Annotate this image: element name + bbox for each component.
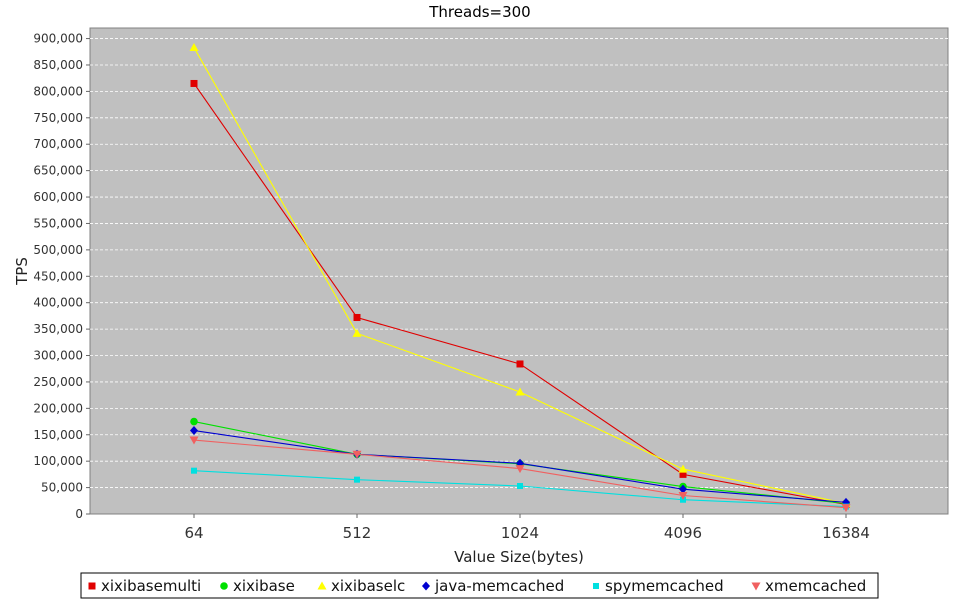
x-tick-label: 1024 bbox=[501, 524, 539, 542]
data-point bbox=[190, 79, 198, 87]
legend-label: java-memcached bbox=[434, 577, 564, 595]
y-tick-label: 500,000 bbox=[33, 243, 83, 257]
data-point bbox=[841, 504, 851, 513]
data-point bbox=[515, 465, 525, 474]
legend-marker bbox=[88, 582, 96, 590]
legend-label: xixibaselc bbox=[331, 577, 405, 595]
legend-item: xixibase bbox=[220, 577, 295, 595]
y-tick-label: 600,000 bbox=[33, 190, 83, 204]
y-tick-label: 400,000 bbox=[33, 296, 83, 310]
data-point bbox=[678, 492, 688, 501]
chart-title: Threads=300 bbox=[428, 3, 530, 21]
y-tick-label: 300,000 bbox=[33, 349, 83, 363]
x-tick-label: 16384 bbox=[822, 524, 870, 542]
y-tick-label: 100,000 bbox=[33, 454, 83, 468]
y-axis: 0 50,000 100,000 150,000 200,000 250,000 300,0… bbox=[33, 32, 90, 521]
data-point bbox=[516, 360, 524, 368]
y-tick-label: 750,000 bbox=[33, 111, 83, 125]
y-tick-label: 700,000 bbox=[33, 137, 83, 151]
series-layer bbox=[189, 43, 851, 513]
plot-area bbox=[89, 27, 949, 515]
legend-item: xixibasemulti bbox=[88, 577, 201, 595]
legend-marker bbox=[422, 581, 430, 591]
y-tick-label: 50,000 bbox=[41, 481, 83, 495]
x-axis-title: Value Size(bytes) bbox=[454, 548, 584, 566]
legend-item: xmemcached bbox=[751, 577, 866, 595]
y-axis-title: TPS bbox=[13, 257, 31, 286]
data-point bbox=[352, 328, 362, 337]
x-tick-label: 4096 bbox=[664, 524, 702, 542]
data-point bbox=[354, 476, 360, 483]
y-tick-label: 0 bbox=[75, 507, 83, 521]
data-point bbox=[190, 417, 198, 426]
legend-label: spymemcached bbox=[605, 577, 724, 595]
data-point bbox=[189, 43, 199, 52]
y-tick-label: 350,000 bbox=[33, 322, 83, 336]
legend-label: xixibasemulti bbox=[101, 577, 201, 595]
legend-item: xixibaselc bbox=[317, 577, 405, 595]
y-tick-label: 650,000 bbox=[33, 164, 83, 178]
data-point bbox=[679, 484, 687, 494]
x-axis: 64 512 1024 4096 16384 bbox=[184, 514, 870, 542]
y-tick-label: 850,000 bbox=[33, 58, 83, 72]
legend-item: java-memcached bbox=[422, 577, 564, 595]
legend-box bbox=[80, 572, 879, 599]
data-point bbox=[515, 387, 525, 396]
data-point bbox=[352, 450, 362, 459]
data-point bbox=[678, 464, 688, 473]
legend: xixibasemulti xixibase xixibaselc java-memc… bbox=[80, 572, 879, 599]
data-point bbox=[191, 467, 197, 474]
data-point bbox=[190, 426, 198, 436]
data-point bbox=[517, 483, 523, 490]
legend-item: spymemcached bbox=[593, 577, 724, 595]
x-tick-label: 64 bbox=[184, 524, 203, 542]
y-tick-label: 200,000 bbox=[33, 401, 83, 415]
y-tick-label: 450,000 bbox=[33, 269, 83, 283]
y-tick-label: 250,000 bbox=[33, 375, 83, 389]
legend-label: xmemcached bbox=[765, 577, 866, 595]
y-tick-label: 150,000 bbox=[33, 428, 83, 442]
y-tick-label: 900,000 bbox=[33, 32, 83, 46]
y-tick-label: 800,000 bbox=[33, 84, 83, 98]
data-point bbox=[353, 313, 361, 321]
data-point bbox=[189, 436, 199, 445]
legend-marker bbox=[220, 582, 228, 590]
x-tick-label: 512 bbox=[343, 524, 372, 542]
legend-marker bbox=[317, 581, 327, 590]
series-xmemcached bbox=[189, 436, 851, 513]
data-point bbox=[679, 470, 687, 478]
grid-lines bbox=[90, 38, 948, 488]
legend-marker bbox=[593, 583, 599, 589]
legend-label: xixibase bbox=[233, 577, 295, 595]
y-tick-label: 550,000 bbox=[33, 216, 83, 230]
legend-marker bbox=[751, 582, 761, 591]
